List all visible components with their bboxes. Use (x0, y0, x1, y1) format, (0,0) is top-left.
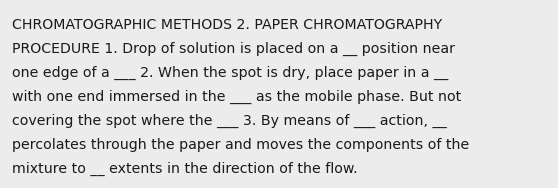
Text: one edge of a ___ 2. When the spot is dry, place paper in a __: one edge of a ___ 2. When the spot is dr… (12, 66, 448, 80)
Text: covering the spot where the ___ 3. By means of ___ action, __: covering the spot where the ___ 3. By me… (12, 114, 447, 128)
Text: with one end immersed in the ___ as the mobile phase. But not: with one end immersed in the ___ as the … (12, 90, 461, 104)
Text: mixture to __ extents in the direction of the flow.: mixture to __ extents in the direction o… (12, 162, 358, 176)
Text: CHROMATOGRAPHIC METHODS 2. PAPER CHROMATOGRAPHY: CHROMATOGRAPHIC METHODS 2. PAPER CHROMAT… (12, 18, 442, 32)
Text: PROCEDURE 1. Drop of solution is placed on a __ position near: PROCEDURE 1. Drop of solution is placed … (12, 42, 455, 56)
Text: percolates through the paper and moves the components of the: percolates through the paper and moves t… (12, 138, 469, 152)
